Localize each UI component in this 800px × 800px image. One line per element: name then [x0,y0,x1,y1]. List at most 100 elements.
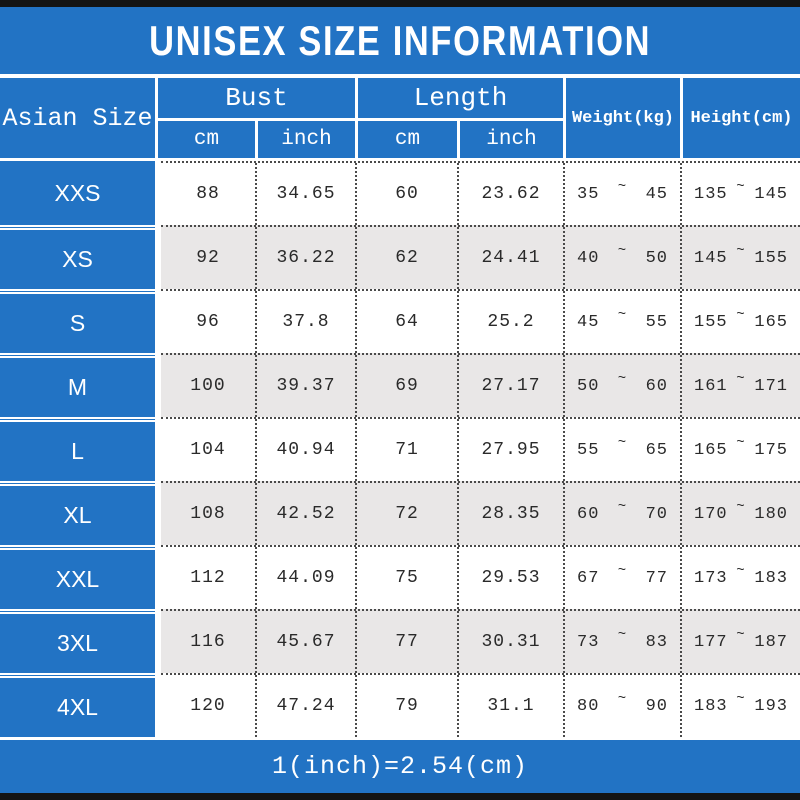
length-cm-value: 77 [355,611,457,673]
row-values: 108 42.52 72 28.35 60 ~70 170 ~180 [161,481,800,545]
title-band: UNISEX SIZE INFORMATION [0,7,800,78]
bust-inch-value: 45.67 [255,611,355,673]
row-values: 96 37.8 64 25.2 45 ~55 155 ~165 [161,289,800,353]
length-inch-value: 29.53 [457,547,563,609]
tilde-separator: ~ [617,499,628,515]
bust-cm-value: 112 [190,568,226,588]
tilde-separator: ~ [617,627,628,643]
row-values: 92 36.22 62 24.41 40 ~50 145 ~155 [161,225,800,289]
weight-max: 60 [645,376,668,396]
bust-inch-value: 44.09 [255,547,355,609]
tilde-separator: ~ [617,691,628,707]
size-label: S [0,289,155,353]
weight-min: 50 [577,376,600,396]
size-label: M [0,353,155,417]
height-max: 171 [754,376,788,396]
conversion-note: 1(inch)=2.54(cm) [271,752,529,781]
height-min: 177 [694,632,728,652]
height-max: 187 [754,632,788,652]
weight-range: 50 ~60 [563,355,680,417]
height-range: 155 ~165 [680,291,800,353]
tilde-separator: ~ [617,435,628,451]
tilde-separator: ~ [736,435,746,451]
weight-range: 67 ~77 [563,547,680,609]
table-row-s: S 96 37.8 64 25.2 45 ~55 155 ~165 [0,289,800,353]
tilde-separator: ~ [736,307,746,323]
tilde-separator: ~ [736,499,746,515]
weight-range: 40 ~50 [563,227,680,289]
tilde-separator: ~ [736,243,746,259]
weight-range: 80 ~90 [563,675,680,737]
weight-max: 70 [645,504,668,524]
tilde-separator: ~ [736,179,746,195]
weight-max: 45 [645,184,668,204]
size-label: XXS [0,161,155,225]
height-range: 161 ~171 [680,355,800,417]
bottom-black-bar [0,793,800,800]
header-bust: Bust [158,78,355,118]
page-title: UNISEX SIZE INFORMATION [148,16,652,64]
bust-inch-value: 42.52 [255,483,355,545]
bust-cm-value: 92 [196,248,220,268]
bust-cm-value: 100 [190,376,226,396]
table-row-4xl: 4XL 120 47.24 79 31.1 80 ~90 183 ~193 [0,673,800,737]
weight-min: 67 [577,568,600,588]
table-row-xl: XL 108 42.52 72 28.35 60 ~70 170 ~180 [0,481,800,545]
tilde-separator: ~ [617,563,628,579]
weight-range: 55 ~65 [563,419,680,481]
weight-min: 80 [577,696,600,716]
tilde-separator: ~ [736,691,746,707]
height-min: 145 [694,248,728,268]
bust-inch-value: 47.24 [255,675,355,737]
header-asian-size: Asian Size [0,78,155,158]
height-range: 173 ~183 [680,547,800,609]
row-values: 88 34.65 60 23.62 35 ~45 135 ~145 [161,161,800,225]
length-cm-value: 69 [355,355,457,417]
weight-min: 60 [577,504,600,524]
height-min: 135 [694,184,728,204]
height-max: 193 [754,696,788,716]
header-length-inch: inch [460,121,563,158]
weight-max: 90 [645,696,668,716]
length-inch-value: 24.41 [457,227,563,289]
row-values: 104 40.94 71 27.95 55 ~65 165 ~175 [161,417,800,481]
header-height: Height(cm) [683,78,800,158]
height-min: 170 [694,504,728,524]
tilde-separator: ~ [617,371,628,387]
tilde-separator: ~ [736,371,746,387]
height-max: 183 [754,568,788,588]
weight-max: 65 [645,440,668,460]
height-range: 145 ~155 [680,227,800,289]
weight-range: 45 ~55 [563,291,680,353]
length-inch-value: 30.31 [457,611,563,673]
length-cm-value: 71 [355,419,457,481]
tilde-separator: ~ [736,563,746,579]
height-min: 183 [694,696,728,716]
weight-min: 40 [577,248,600,268]
table-row-xs: XS 92 36.22 62 24.41 40 ~50 145 ~155 [0,225,800,289]
bust-cm-value: 120 [190,696,226,716]
tilde-separator: ~ [736,627,746,643]
length-inch-value: 23.62 [457,163,563,225]
table-row-xxl: XXL 112 44.09 75 29.53 67 ~77 173 ~183 [0,545,800,609]
weight-min: 73 [577,632,600,652]
weight-range: 60 ~70 [563,483,680,545]
weight-max: 83 [645,632,668,652]
bust-cm-value: 96 [196,312,220,332]
height-max: 145 [754,184,788,204]
height-max: 180 [754,504,788,524]
size-label: 4XL [0,673,155,737]
header-weight: Weight(kg) [566,78,680,158]
table-row-3xl: 3XL 116 45.67 77 30.31 73 ~83 177 ~187 [0,609,800,673]
height-max: 165 [754,312,788,332]
top-black-bar [0,0,800,7]
length-inch-value: 31.1 [457,675,563,737]
header-bust-inch: inch [258,121,355,158]
weight-range: 35 ~45 [563,163,680,225]
height-min: 161 [694,376,728,396]
size-label: 3XL [0,609,155,673]
table-header: Asian Size Bust Length Weight(kg) Height… [0,78,800,158]
length-cm-value: 72 [355,483,457,545]
length-cm-value: 62 [355,227,457,289]
row-values: 112 44.09 75 29.53 67 ~77 173 ~183 [161,545,800,609]
